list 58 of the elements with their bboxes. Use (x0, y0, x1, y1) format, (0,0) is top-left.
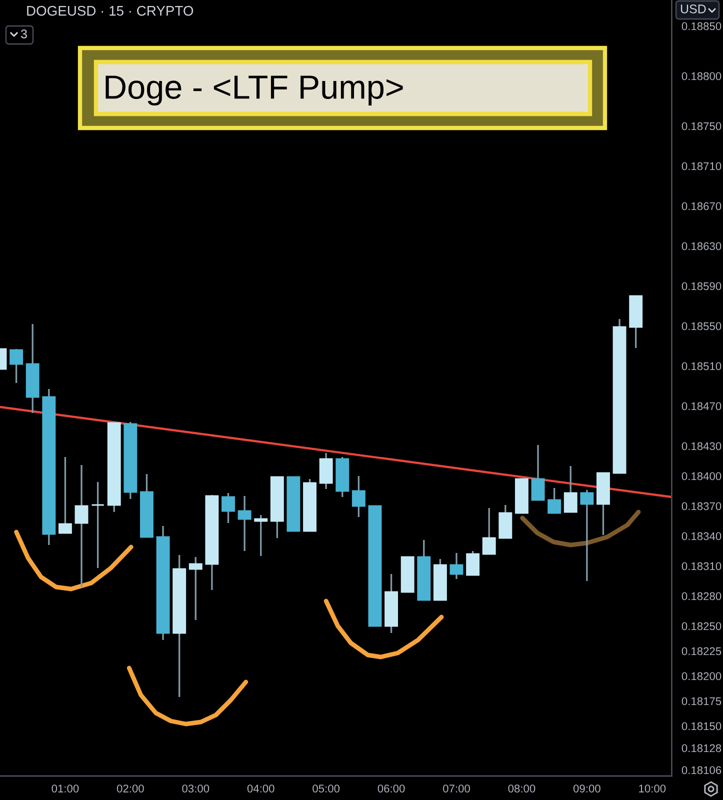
y-axis-title: USD (680, 4, 706, 14)
y-tick-label: 0.18430 (682, 442, 722, 450)
chart-subtitle: DOGEUSD · 15 · CRYPTO (27, 6, 194, 16)
y-tick-label: 0.18750 (682, 122, 722, 130)
candlestick (352, 475, 366, 518)
y-tick-label: 0.18250 (682, 622, 722, 630)
y-tick-label: 0.18225 (682, 647, 722, 656)
candlestick (564, 465, 578, 513)
candlestick (254, 514, 268, 557)
y-tick-label: 0.18590 (682, 282, 722, 290)
y-tick-label: 0.18550 (682, 322, 722, 330)
candlestick (319, 452, 333, 490)
candlestick (466, 550, 480, 576)
text: Doge - <LTF Pump> (106, 76, 403, 106)
candlestick (10, 348, 24, 384)
x-tick-label: 02:00 (116, 784, 144, 792)
x-tick-label: 04:00 (247, 784, 274, 792)
candlestick (238, 495, 252, 552)
candlestick (91, 481, 105, 569)
x-tick-label: 03:00 (182, 784, 210, 792)
candlestick (580, 489, 594, 582)
y-tick-label: 0.18470 (682, 402, 722, 410)
line-series (520, 510, 641, 548)
y-tick-label: 0.18630 (682, 242, 722, 250)
y-tick-label: 0.18850 (682, 22, 722, 30)
line-series (126, 666, 248, 726)
x-tick-label: 10:00 (639, 784, 666, 792)
annotation: 3 (21, 30, 27, 38)
line-series (324, 598, 444, 660)
candlestick (450, 552, 464, 580)
y-tick-label: 0.18310 (682, 562, 722, 570)
candlestick (74, 464, 88, 588)
candlestick (188, 556, 202, 621)
y-tick-label: 0.18150 (682, 722, 722, 730)
y-tick-label: 0.18800 (682, 72, 722, 80)
y-tick-label: 0.18510 (682, 362, 722, 370)
y-tick-label: 0.18340 (682, 532, 722, 540)
y-tick-label: 0.18200 (682, 672, 722, 680)
x-tick-label: 08:00 (508, 784, 536, 792)
x-tick-label: 06:00 (378, 784, 405, 792)
y-tick-label: 0.18370 (682, 502, 722, 510)
candlestick (222, 492, 235, 524)
y-tick-label: 0.18106 (682, 766, 722, 774)
candlestick (531, 444, 545, 501)
candlestick (482, 507, 496, 555)
y-tick-label: 0.18710 (682, 162, 722, 170)
y-tick-label: 0.18400 (682, 472, 722, 480)
x-tick-label: 01:00 (52, 784, 79, 792)
candlestick (548, 487, 562, 514)
y-tick-label: 0.18670 (682, 202, 722, 210)
x-tick-label: 05:00 (312, 784, 340, 792)
x-tick-label: 09:00 (573, 784, 600, 792)
x-tick-label: 07:00 (443, 784, 470, 792)
y-tick-label: 0.18280 (682, 592, 722, 600)
y-tick-label: 0.18128 (682, 744, 722, 752)
y-tick-label: 0.18175 (682, 697, 722, 706)
candlestick (58, 456, 72, 534)
line-series (14, 530, 134, 592)
